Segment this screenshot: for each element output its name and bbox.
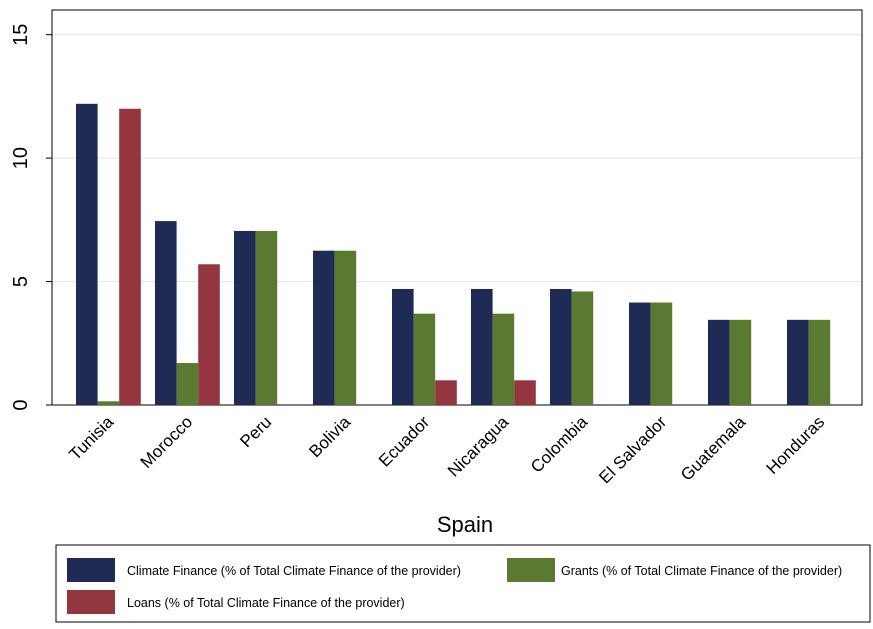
bar (334, 250, 357, 405)
bar (650, 302, 673, 405)
y-tick-label: 5 (10, 276, 32, 287)
bar (392, 288, 414, 405)
bar (571, 291, 594, 405)
legend-label: Climate Finance (% of Total Climate Fina… (127, 564, 461, 578)
y-tick-label: 0 (10, 399, 32, 410)
bar (514, 380, 536, 405)
legend-swatch (67, 590, 115, 614)
y-tick-label: 15 (10, 24, 32, 46)
bar (471, 288, 493, 405)
bar (729, 319, 752, 405)
bar (176, 363, 199, 405)
bar (413, 313, 436, 405)
bar (234, 230, 256, 405)
legend-swatch (507, 558, 555, 582)
bar (550, 288, 572, 405)
bar (435, 380, 457, 405)
bar (492, 313, 515, 405)
legend-label: Grants (% of Total Climate Finance of th… (561, 564, 842, 578)
bar (97, 401, 120, 405)
bar (119, 108, 141, 405)
y-tick-label: 10 (10, 147, 32, 169)
bar (787, 319, 809, 405)
legend-label: Loans (% of Total Climate Finance of the… (127, 596, 405, 610)
bar (198, 264, 220, 405)
x-axis-label: Spain (437, 512, 493, 537)
bar (313, 250, 335, 405)
legend-swatch (67, 558, 115, 582)
bar (708, 319, 730, 405)
bar (76, 103, 98, 405)
plot-frame (51, 9, 863, 406)
bar (155, 221, 177, 405)
bar (255, 230, 278, 405)
bar (629, 302, 651, 405)
bar (808, 319, 831, 405)
legend (55, 544, 871, 623)
